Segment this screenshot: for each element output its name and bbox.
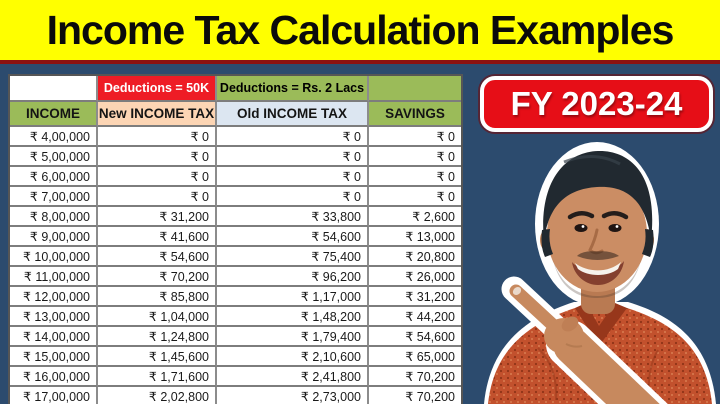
table-row: ₹ 16,00,000 ₹ 1,71,600 ₹ 2,41,800 ₹ 70,200 [10, 367, 461, 387]
table-cell: ₹ 1,24,800 [98, 327, 217, 347]
table-body: ₹ 4,00,000 ₹ 0 ₹ 0 ₹ 0 ₹ 5,00,000 ₹ 0 ₹ 0 ₹ 0 ₹ … [10, 127, 461, 404]
table-cell: ₹ 70,200 [369, 367, 461, 387]
table-cell: ₹ 0 [98, 127, 217, 147]
table-cell: ₹ 41,600 [98, 227, 217, 247]
fy-badge-label: FY 2023-24 [510, 85, 683, 122]
table-cell: ₹ 4,00,000 [10, 127, 98, 147]
face [540, 176, 654, 298]
table-cell: ₹ 1,48,200 [217, 307, 369, 327]
blank-cell [369, 76, 461, 102]
table-cell: ₹ 31,200 [369, 287, 461, 307]
table-cell: ₹ 0 [369, 127, 461, 147]
table-cell: ₹ 1,71,600 [98, 367, 217, 387]
table-row: ₹ 10,00,000 ₹ 54,600 ₹ 75,400 ₹ 20,800 [10, 247, 461, 267]
column-header-row: INCOME New INCOME TAX Old INCOME TAX SAV… [10, 102, 461, 127]
table-cell: ₹ 31,200 [98, 207, 217, 227]
table-row: ₹ 8,00,000 ₹ 31,200 ₹ 33,800 ₹ 2,600 [10, 207, 461, 227]
presenter-photo [484, 142, 716, 404]
table-cell: ₹ 7,00,000 [10, 187, 98, 207]
table-cell: ₹ 1,79,400 [217, 327, 369, 347]
table-row: ₹ 5,00,000 ₹ 0 ₹ 0 ₹ 0 [10, 147, 461, 167]
table-cell: ₹ 0 [369, 187, 461, 207]
table-cell: ₹ 0 [217, 167, 369, 187]
table-cell: ₹ 6,00,000 [10, 167, 98, 187]
table-cell: ₹ 0 [369, 167, 461, 187]
hair [541, 150, 654, 257]
table-row: ₹ 13,00,000 ₹ 1,04,000 ₹ 1,48,200 ₹ 44,200 [10, 307, 461, 327]
table-cell: ₹ 2,600 [369, 207, 461, 227]
table-cell: ₹ 44,200 [369, 307, 461, 327]
table-cell: ₹ 0 [217, 187, 369, 207]
table-cell: ₹ 65,000 [369, 347, 461, 367]
table-cell: ₹ 1,45,600 [98, 347, 217, 367]
table-cell: ₹ 0 [98, 167, 217, 187]
table-row: ₹ 12,00,000 ₹ 85,800 ₹ 1,17,000 ₹ 31,200 [10, 287, 461, 307]
deductions-old-header: Deductions = Rs. 2 Lacs [217, 76, 369, 102]
table-cell: ₹ 11,00,000 [10, 267, 98, 287]
table-cell: ₹ 1,17,000 [217, 287, 369, 307]
table-row: ₹ 4,00,000 ₹ 0 ₹ 0 ₹ 0 [10, 127, 461, 147]
column-header-new-income-tax: New INCOME TAX [98, 102, 217, 127]
table-cell: ₹ 54,600 [369, 327, 461, 347]
table-cell: ₹ 14,00,000 [10, 327, 98, 347]
table-cell: ₹ 0 [369, 147, 461, 167]
table-cell: ₹ 2,73,000 [217, 387, 369, 404]
table-cell: ₹ 17,00,000 [10, 387, 98, 404]
table-cell: ₹ 0 [217, 127, 369, 147]
table-cell: ₹ 96,200 [217, 267, 369, 287]
table-cell: ₹ 2,02,800 [98, 387, 217, 404]
tax-table: Deductions = 50K Deductions = Rs. 2 Lacs… [8, 74, 463, 404]
table-row: ₹ 17,00,000 ₹ 2,02,800 ₹ 2,73,000 ₹ 70,200 [10, 387, 461, 404]
deductions-new-header: Deductions = 50K [98, 76, 217, 102]
table-cell: ₹ 5,00,000 [10, 147, 98, 167]
blank-cell [10, 76, 98, 102]
table-row: ₹ 9,00,000 ₹ 41,600 ₹ 54,600 ₹ 13,000 [10, 227, 461, 247]
table-cell: ₹ 75,400 [217, 247, 369, 267]
table-cell: ₹ 26,000 [369, 267, 461, 287]
table-cell: ₹ 2,41,800 [217, 367, 369, 387]
pointing-hand [501, 276, 668, 404]
table-cell: ₹ 0 [217, 147, 369, 167]
table-cell: ₹ 0 [98, 187, 217, 207]
table-row: ₹ 6,00,000 ₹ 0 ₹ 0 ₹ 0 [10, 167, 461, 187]
table-row: ₹ 14,00,000 ₹ 1,24,800 ₹ 1,79,400 ₹ 54,600 [10, 327, 461, 347]
table-cell: ₹ 15,00,000 [10, 347, 98, 367]
table-cell: ₹ 70,200 [369, 387, 461, 404]
page-title: Income Tax Calculation Examples [46, 6, 675, 53]
column-header-savings: SAVINGS [369, 102, 461, 127]
table-cell: ₹ 33,800 [217, 207, 369, 227]
table-cell: ₹ 0 [98, 147, 217, 167]
table-row: ₹ 11,00,000 ₹ 70,200 ₹ 96,200 ₹ 26,000 [10, 267, 461, 287]
deductions-header-row: Deductions = 50K Deductions = Rs. 2 Lacs [10, 76, 461, 102]
table-cell: ₹ 9,00,000 [10, 227, 98, 247]
table-cell: ₹ 12,00,000 [10, 287, 98, 307]
table-row: ₹ 7,00,000 ₹ 0 ₹ 0 ₹ 0 [10, 187, 461, 207]
column-header-income: INCOME [10, 102, 98, 127]
title-banner: Income Tax Calculation Examples [0, 0, 720, 64]
table-cell: ₹ 16,00,000 [10, 367, 98, 387]
table-cell: ₹ 20,800 [369, 247, 461, 267]
table-row: ₹ 15,00,000 ₹ 1,45,600 ₹ 2,10,600 ₹ 65,000 [10, 347, 461, 367]
column-header-old-income-tax: Old INCOME TAX [217, 102, 369, 127]
table-cell: ₹ 10,00,000 [10, 247, 98, 267]
table-cell: ₹ 85,800 [98, 287, 217, 307]
fy-badge: FY 2023-24 [480, 76, 713, 132]
table-cell: ₹ 8,00,000 [10, 207, 98, 227]
table-cell: ₹ 54,600 [217, 227, 369, 247]
table-cell: ₹ 70,200 [98, 267, 217, 287]
table-cell: ₹ 2,10,600 [217, 347, 369, 367]
table-cell: ₹ 13,000 [369, 227, 461, 247]
table-cell: ₹ 54,600 [98, 247, 217, 267]
table-cell: ₹ 1,04,000 [98, 307, 217, 327]
table-cell: ₹ 13,00,000 [10, 307, 98, 327]
